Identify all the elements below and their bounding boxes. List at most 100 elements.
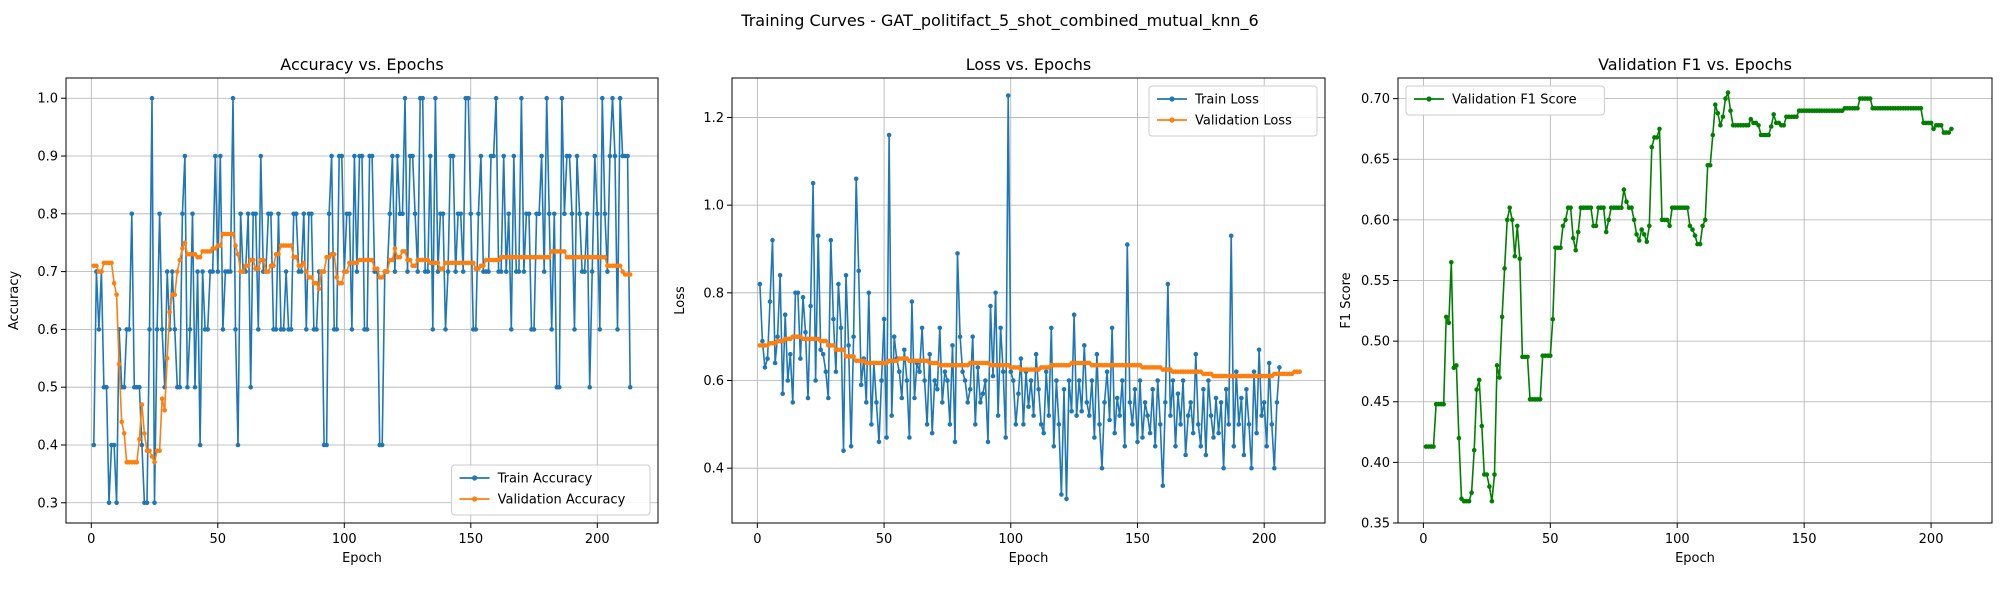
data-point bbox=[440, 266, 446, 272]
y-tick-label: 0.9 bbox=[37, 150, 58, 165]
data-point bbox=[197, 442, 203, 448]
data-point bbox=[957, 334, 963, 340]
data-point bbox=[1196, 422, 1201, 427]
legend-label: Validation F1 Score bbox=[1452, 93, 1577, 108]
data-point bbox=[897, 369, 902, 375]
data-point bbox=[993, 290, 998, 296]
data-point bbox=[1241, 452, 1247, 458]
data-point bbox=[950, 343, 955, 348]
data-point bbox=[478, 153, 484, 159]
data-point bbox=[390, 153, 395, 159]
y-axis-label: F1 Score bbox=[1339, 272, 1354, 328]
data-point bbox=[339, 280, 345, 286]
data-point bbox=[1061, 387, 1067, 392]
data-point bbox=[1274, 400, 1280, 405]
data-point bbox=[245, 211, 251, 217]
y-tick-label: 0.70 bbox=[1361, 92, 1390, 107]
data-point bbox=[276, 252, 281, 257]
data-point bbox=[1150, 387, 1155, 392]
data-point bbox=[782, 312, 788, 318]
data-point bbox=[281, 327, 286, 332]
data-point bbox=[1707, 163, 1713, 168]
x-tick-label: 200 bbox=[1919, 532, 1944, 547]
data-point bbox=[1512, 253, 1518, 259]
data-point bbox=[1180, 378, 1186, 383]
data-point bbox=[1079, 408, 1084, 414]
data-point bbox=[240, 269, 246, 274]
data-point bbox=[185, 384, 190, 390]
data-point bbox=[111, 280, 117, 286]
data-point bbox=[1509, 217, 1515, 223]
data-point bbox=[1489, 498, 1495, 504]
data-point bbox=[1208, 413, 1214, 418]
data-point bbox=[400, 211, 405, 217]
data-point bbox=[304, 269, 309, 274]
axes-frame bbox=[65, 77, 659, 524]
data-point bbox=[1664, 217, 1670, 223]
data-point bbox=[881, 316, 887, 322]
data-point bbox=[440, 211, 446, 217]
data-point bbox=[1135, 439, 1140, 445]
data-point bbox=[975, 365, 981, 370]
data-point bbox=[511, 153, 517, 159]
data-point bbox=[1190, 430, 1196, 436]
data-point bbox=[314, 327, 319, 332]
data-point bbox=[152, 500, 157, 506]
data-point bbox=[258, 153, 264, 159]
data-point bbox=[866, 290, 872, 296]
data-point bbox=[955, 251, 960, 256]
data-point bbox=[1036, 387, 1041, 392]
data-point bbox=[945, 378, 950, 383]
data-point bbox=[841, 347, 846, 353]
data-point bbox=[788, 351, 793, 357]
data-point bbox=[218, 243, 223, 248]
data-point bbox=[1697, 241, 1703, 247]
legend-swatch-marker bbox=[1169, 117, 1175, 123]
data-point bbox=[506, 211, 512, 217]
data-point bbox=[1466, 498, 1472, 504]
legend-swatch-marker bbox=[1169, 96, 1175, 102]
data-point bbox=[592, 153, 598, 159]
data-point bbox=[248, 384, 253, 390]
data-point bbox=[1781, 123, 1787, 128]
data-point bbox=[1188, 400, 1193, 405]
data-point bbox=[1487, 484, 1492, 489]
series-train-loss bbox=[757, 93, 1282, 502]
data-point bbox=[1593, 223, 1599, 229]
data-point bbox=[387, 211, 393, 217]
data-point bbox=[757, 281, 763, 287]
data-point bbox=[856, 268, 861, 274]
data-point bbox=[912, 395, 917, 401]
data-point bbox=[1226, 422, 1231, 427]
y-tick-label: 0.45 bbox=[1361, 395, 1390, 410]
data-point bbox=[1494, 363, 1500, 368]
data-point bbox=[339, 153, 345, 159]
data-point bbox=[1193, 351, 1199, 357]
data-point bbox=[965, 400, 970, 405]
data-point bbox=[1636, 238, 1642, 243]
data-point bbox=[823, 338, 829, 344]
data-point bbox=[985, 439, 991, 445]
data-point bbox=[1297, 369, 1302, 375]
data-point bbox=[129, 211, 135, 217]
data-point bbox=[1071, 312, 1077, 318]
y-tick-label: 0.4 bbox=[703, 462, 724, 477]
data-point bbox=[775, 334, 780, 340]
data-point bbox=[1183, 452, 1188, 458]
data-point bbox=[919, 325, 925, 331]
data-point bbox=[795, 290, 801, 296]
data-point bbox=[1165, 281, 1171, 287]
data-point bbox=[607, 153, 613, 159]
data-point bbox=[1125, 242, 1130, 247]
data-point bbox=[476, 211, 481, 217]
data-point bbox=[293, 211, 299, 217]
data-point bbox=[1560, 223, 1566, 229]
data-point bbox=[379, 275, 385, 280]
data-point bbox=[1251, 369, 1257, 375]
data-point bbox=[1558, 245, 1563, 251]
data-point bbox=[826, 395, 831, 401]
data-point bbox=[1624, 199, 1629, 204]
data-point bbox=[149, 95, 155, 101]
y-tick-label: 1.2 bbox=[703, 111, 724, 126]
data-point bbox=[605, 269, 610, 274]
